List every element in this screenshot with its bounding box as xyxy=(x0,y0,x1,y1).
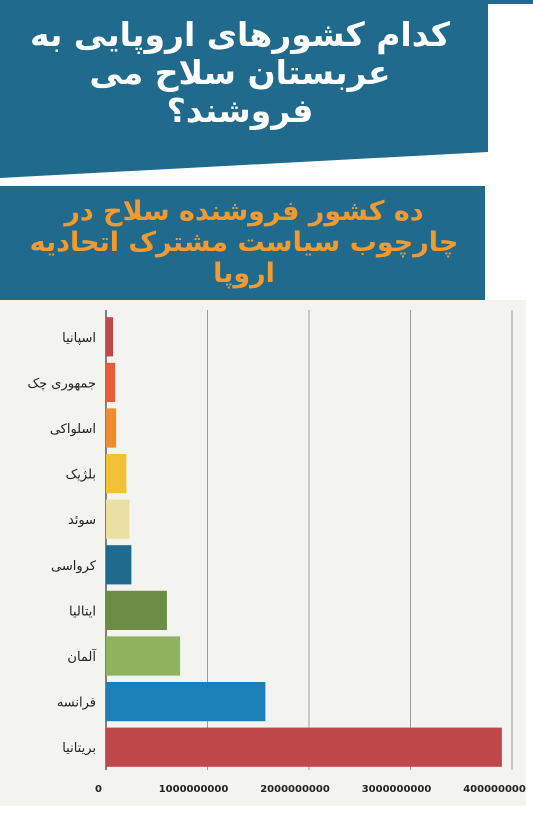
category-label: اسپانیا xyxy=(62,331,96,346)
category-label: فرانسه xyxy=(57,696,96,711)
bar xyxy=(106,453,127,494)
bar xyxy=(106,317,114,357)
bar xyxy=(106,636,181,676)
subheader-banner: ده کشور فروشنده سلاح در چارچوب سیاست مشت… xyxy=(0,186,485,300)
bar xyxy=(106,499,130,539)
category-label: آلمان xyxy=(67,648,97,665)
x-tick-label: 3000000000 xyxy=(362,784,432,795)
x-tick-label: 2000000000 xyxy=(260,784,330,795)
x-tick-label: 1000000000 xyxy=(159,784,229,795)
page-title: کدام کشورهای اروپایی به عربستان سلاح می … xyxy=(30,15,450,130)
bar xyxy=(106,590,167,631)
bar xyxy=(106,362,116,403)
category-label: کرواسی xyxy=(51,559,97,574)
category-label: بلژیک xyxy=(66,468,96,483)
header-background xyxy=(0,0,488,178)
x-tick-label: 4000000000 xyxy=(463,784,526,795)
category-label: جمهوری چک xyxy=(27,376,96,391)
header-banner: کدام کشورهای اروپایی به عربستان سلاح می … xyxy=(0,0,488,178)
top-accent-bar xyxy=(488,0,533,4)
chart-area: اسپانیا جمهوری چک اسلواکی بلژیک سوئد کرواسی ای… xyxy=(0,300,526,806)
category-label: اسلواکی xyxy=(50,422,96,437)
bar xyxy=(106,408,117,448)
bar xyxy=(106,727,502,767)
x-tick-label: 0 xyxy=(95,784,102,795)
bar xyxy=(106,681,266,722)
bar-chart: اسپانیا جمهوری چک اسلواکی بلژیک سوئد کرواسی ای… xyxy=(27,310,526,795)
category-label: بریتانیا xyxy=(62,741,96,756)
category-label: ایتالیا xyxy=(69,604,96,619)
category-label: سوئد xyxy=(68,513,96,528)
chart-title: ده کشور فروشنده سلاح در چارچوب سیاست مشت… xyxy=(29,196,459,289)
bar xyxy=(106,545,132,585)
